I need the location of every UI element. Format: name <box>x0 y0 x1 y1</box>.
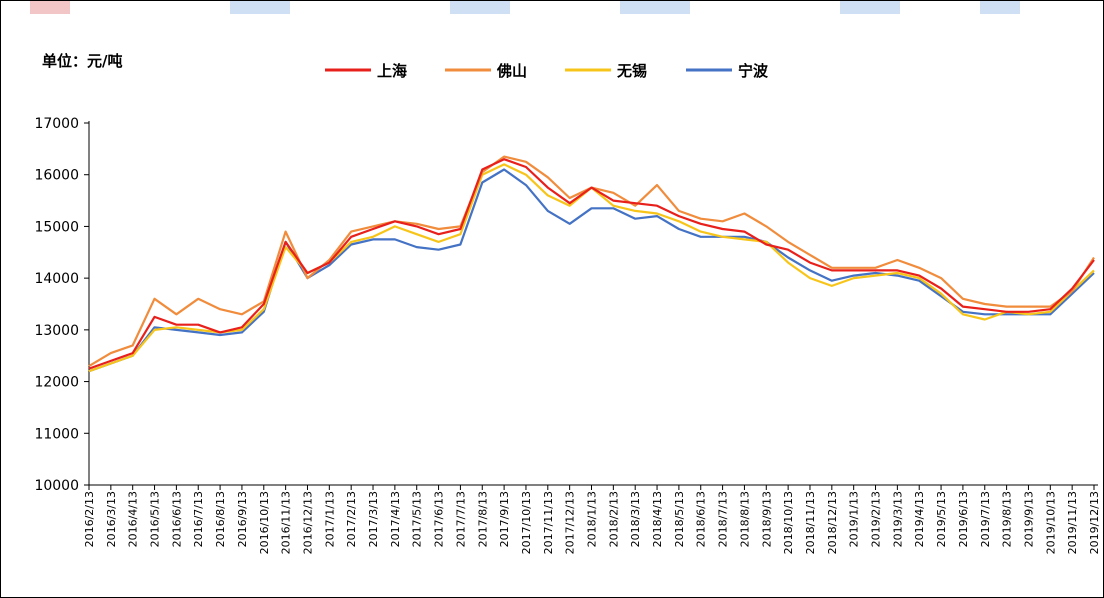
x-tick-label: 2019/5/13 <box>935 491 948 547</box>
watermark <box>30 0 1020 14</box>
x-tick-label: 2019/4/13 <box>913 491 926 547</box>
x-tick-label: 2018/8/13 <box>738 491 751 547</box>
x-tick-label: 2018/9/13 <box>760 491 773 547</box>
x-tick-label: 2016/7/13 <box>192 491 205 547</box>
x-tick-label: 2016/5/13 <box>149 491 162 547</box>
x-tick-label: 2017/7/13 <box>454 491 467 547</box>
x-tick-label: 2017/8/13 <box>476 491 489 547</box>
watermark-block <box>620 0 690 14</box>
x-tick-label: 2018/3/13 <box>629 491 642 547</box>
x-tick-label: 2016/12/13 <box>301 491 314 554</box>
x-tick-label: 2018/12/13 <box>826 491 839 554</box>
x-tick-label: 2016/2/13 <box>83 491 96 547</box>
x-tick-label: 2017/2/13 <box>345 491 358 547</box>
x-tick-label: 2019/11/13 <box>1066 491 1079 554</box>
series-line-上海 <box>88 158 1095 370</box>
top-watermark-strip <box>0 0 1104 18</box>
x-tick-label: 2017/1/13 <box>323 491 336 547</box>
x-tick-label: 2018/5/13 <box>673 491 686 547</box>
x-tick-label: 2016/3/13 <box>105 491 118 547</box>
x-tick-label: 2018/1/13 <box>586 491 599 547</box>
legend-label: 佛山 <box>496 62 527 80</box>
x-tick-label: 2018/11/13 <box>804 491 817 554</box>
y-tick-label: 13000 <box>34 323 79 339</box>
y-tick-label: 12000 <box>34 375 79 391</box>
x-tick-label: 2017/4/13 <box>389 491 402 547</box>
legend-label: 宁波 <box>738 62 769 80</box>
watermark-block <box>980 0 1020 14</box>
unit-label: 单位：元/吨 <box>42 52 123 70</box>
x-tick-label: 2016/6/13 <box>170 491 183 547</box>
x-tick-label: 2018/10/13 <box>782 491 795 554</box>
watermark-block <box>450 0 510 14</box>
x-tick-label: 2019/1/13 <box>848 491 861 547</box>
legend-label: 上海 <box>377 62 407 80</box>
x-tick-label: 2019/2/13 <box>870 491 883 547</box>
series-lines <box>88 155 1095 373</box>
x-tick-label: 2019/10/13 <box>1044 491 1057 554</box>
x-tick-label: 2017/12/13 <box>564 491 577 554</box>
y-tick-label: 11000 <box>34 426 79 442</box>
legend-label: 无锡 <box>616 62 647 80</box>
watermark-block <box>30 0 70 14</box>
x-tick-label: 2019/7/13 <box>979 491 992 547</box>
x-tick-label: 2016/10/13 <box>258 491 271 554</box>
x-tick-label: 2019/12/13 <box>1088 491 1101 554</box>
x-tick-label: 2017/10/13 <box>520 491 533 554</box>
x-tick-label: 2018/2/13 <box>607 491 620 547</box>
x-tick-label: 2017/5/13 <box>411 491 424 547</box>
x-tick-label: 2016/8/13 <box>214 491 227 547</box>
y-tick-label: 15000 <box>34 219 79 235</box>
x-tick-label: 2017/9/13 <box>498 491 511 547</box>
y-tick-label: 17000 <box>34 116 79 132</box>
x-tick-label: 2018/6/13 <box>695 491 708 547</box>
x-tick-label: 2017/6/13 <box>433 491 446 547</box>
watermark-block <box>230 0 290 14</box>
x-tick-label: 2018/7/13 <box>717 491 730 547</box>
y-tick-label: 10000 <box>34 478 79 494</box>
x-tick-label: 2018/4/13 <box>651 491 664 547</box>
x-tick-label: 2019/9/13 <box>1022 491 1035 547</box>
axes: 10000 11000 12000 13000 14000 15000 16000 17000… <box>34 116 1101 554</box>
y-tick-label: 14000 <box>34 271 79 287</box>
x-tick-label: 2016/4/13 <box>127 491 140 547</box>
x-tick-label: 2017/3/13 <box>367 491 380 547</box>
series-line-宁波 <box>88 168 1095 373</box>
x-tick-label: 2016/9/13 <box>236 491 249 547</box>
x-tick-label: 2019/3/13 <box>891 491 904 547</box>
x-tick-label: 2019/6/13 <box>957 491 970 547</box>
x-tick-label: 2017/11/13 <box>542 491 555 554</box>
y-tick-label: 16000 <box>34 168 79 184</box>
x-tick-label: 2019/8/13 <box>1001 491 1014 547</box>
legend: 上海 佛山 无锡 宁波 <box>325 62 769 80</box>
x-tick-label: 2016/11/13 <box>280 491 293 554</box>
watermark-block <box>840 0 900 14</box>
